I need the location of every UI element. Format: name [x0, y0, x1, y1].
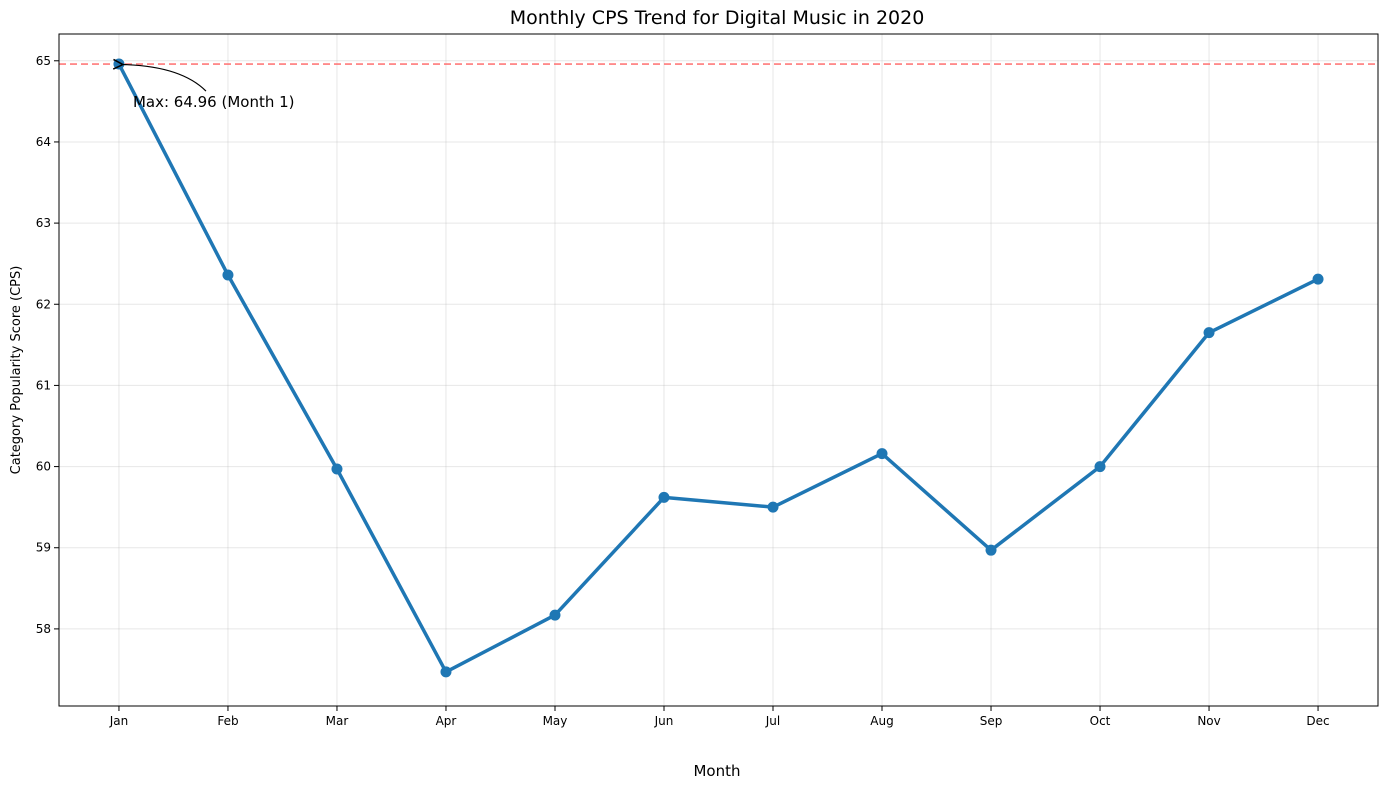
data-point [876, 448, 888, 460]
data-point [1312, 273, 1324, 285]
x-axis-ticks: Jan Feb Mar Apr May Jun Jul Aug Sep Oct Nov Dec [109, 706, 1330, 728]
x-tick-label: Jul [765, 714, 780, 728]
y-tick-label: 62 [36, 297, 51, 311]
data-point [1203, 327, 1215, 339]
series-line [117, 62, 1320, 674]
x-tick-label: Aug [870, 714, 893, 728]
x-tick-label: Jun [654, 714, 674, 728]
data-point [440, 666, 452, 678]
x-tick-label: Oct [1090, 714, 1111, 728]
data-point [767, 501, 779, 513]
y-axis-ticks: 58 59 60 61 62 63 64 65 [36, 54, 59, 636]
x-tick-label: Mar [326, 714, 349, 728]
data-point [113, 58, 125, 70]
data-point [985, 544, 997, 556]
data-point [1094, 461, 1106, 473]
data-point [658, 491, 670, 503]
y-tick-label: 65 [36, 54, 51, 68]
x-tick-label: Apr [436, 714, 457, 728]
data-point [549, 609, 561, 621]
y-tick-label: 63 [36, 216, 51, 230]
y-tick-label: 58 [36, 622, 51, 636]
grid [59, 34, 1378, 706]
annotation-text: Max: 64.96 (Month 1) [133, 93, 295, 111]
data-point [222, 269, 234, 281]
plot-frame [58, 33, 1379, 707]
x-tick-label: Sep [980, 714, 1003, 728]
chart-title: Monthly CPS Trend for Digital Music in 2… [510, 7, 925, 29]
y-tick-label: 59 [36, 541, 51, 555]
annotation-arrow [123, 65, 207, 92]
data-point [331, 463, 343, 475]
x-tick-label: May [543, 714, 568, 728]
y-axis-label: Category Popularity Score (CPS) [9, 266, 24, 475]
x-tick-label: Feb [217, 714, 238, 728]
x-tick-label: Nov [1197, 714, 1220, 728]
x-tick-label: Dec [1306, 714, 1329, 728]
y-tick-label: 64 [36, 135, 51, 149]
y-tick-label: 60 [36, 460, 51, 474]
series-cps [113, 58, 1324, 678]
y-tick-label: 61 [36, 378, 51, 392]
x-axis-label: Month [693, 762, 740, 780]
annotation-layer: Max: 64.96 (Month 1) [123, 65, 295, 111]
x-tick-label: Jan [109, 714, 129, 728]
